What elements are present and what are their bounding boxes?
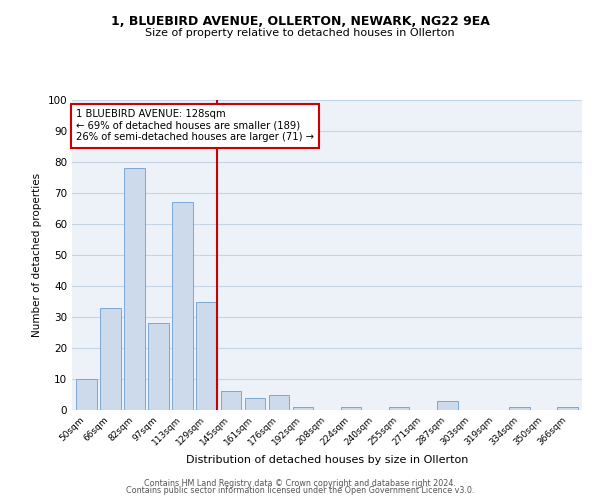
Bar [172,202,193,410]
Bar [124,168,145,410]
Bar [100,308,121,410]
Bar [76,379,97,410]
Y-axis label: Number of detached properties: Number of detached properties [32,173,42,337]
Bar [341,407,361,410]
Text: Contains public sector information licensed under the Open Government Licence v3: Contains public sector information licen… [126,486,474,495]
Text: Size of property relative to detached houses in Ollerton: Size of property relative to detached ho… [145,28,455,38]
Bar [269,394,289,410]
Text: 1, BLUEBIRD AVENUE, OLLERTON, NEWARK, NG22 9EA: 1, BLUEBIRD AVENUE, OLLERTON, NEWARK, NG… [110,15,490,28]
Bar [221,392,241,410]
Bar [509,407,530,410]
Bar [196,302,217,410]
Text: Contains HM Land Registry data © Crown copyright and database right 2024.: Contains HM Land Registry data © Crown c… [144,478,456,488]
Bar [437,400,458,410]
Bar [245,398,265,410]
Text: 1 BLUEBIRD AVENUE: 128sqm
← 69% of detached houses are smaller (189)
26% of semi: 1 BLUEBIRD AVENUE: 128sqm ← 69% of detac… [76,110,314,142]
Bar [148,323,169,410]
Bar [293,407,313,410]
Bar [389,407,409,410]
Bar [557,407,578,410]
X-axis label: Distribution of detached houses by size in Ollerton: Distribution of detached houses by size … [186,456,468,466]
